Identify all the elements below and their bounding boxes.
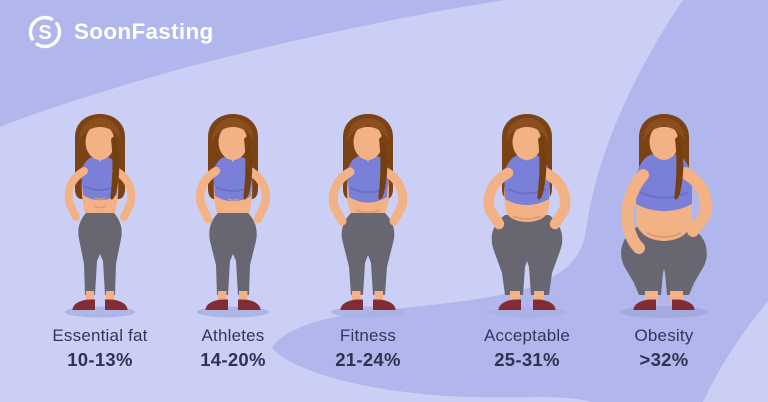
category-fitness: Fitness 21-24% (293, 109, 443, 402)
figure-essential-fat (64, 114, 136, 318)
category-name: Fitness (339, 326, 397, 345)
figure-obesity (620, 114, 713, 318)
category-range: 25-31% (494, 349, 560, 370)
category-essential-fat: Essential fat 10-13% (25, 109, 175, 402)
brand-name: SoonFasting (74, 19, 214, 44)
figure-athletes (196, 114, 270, 318)
category-range: 14-20% (200, 349, 266, 370)
category-athletes: Athletes 14-20% (158, 109, 308, 402)
category-name: Obesity (634, 326, 694, 345)
category-acceptable: Acceptable 25-31% (452, 109, 602, 402)
s-ring-icon: S (28, 15, 62, 49)
figure-fitness (328, 114, 408, 318)
category-range: 21-24% (335, 349, 401, 370)
category-name: Essential fat (52, 326, 148, 345)
category-range: >32% (639, 349, 689, 370)
category-name: Athletes (201, 326, 265, 345)
category-name: Acceptable (483, 326, 571, 345)
figure-acceptable (483, 114, 571, 318)
svg-text:S: S (38, 22, 51, 44)
category-range: 10-13% (67, 349, 133, 370)
brand-header: S SoonFasting (26, 13, 214, 51)
category-obesity: Obesity >32% (589, 109, 739, 402)
